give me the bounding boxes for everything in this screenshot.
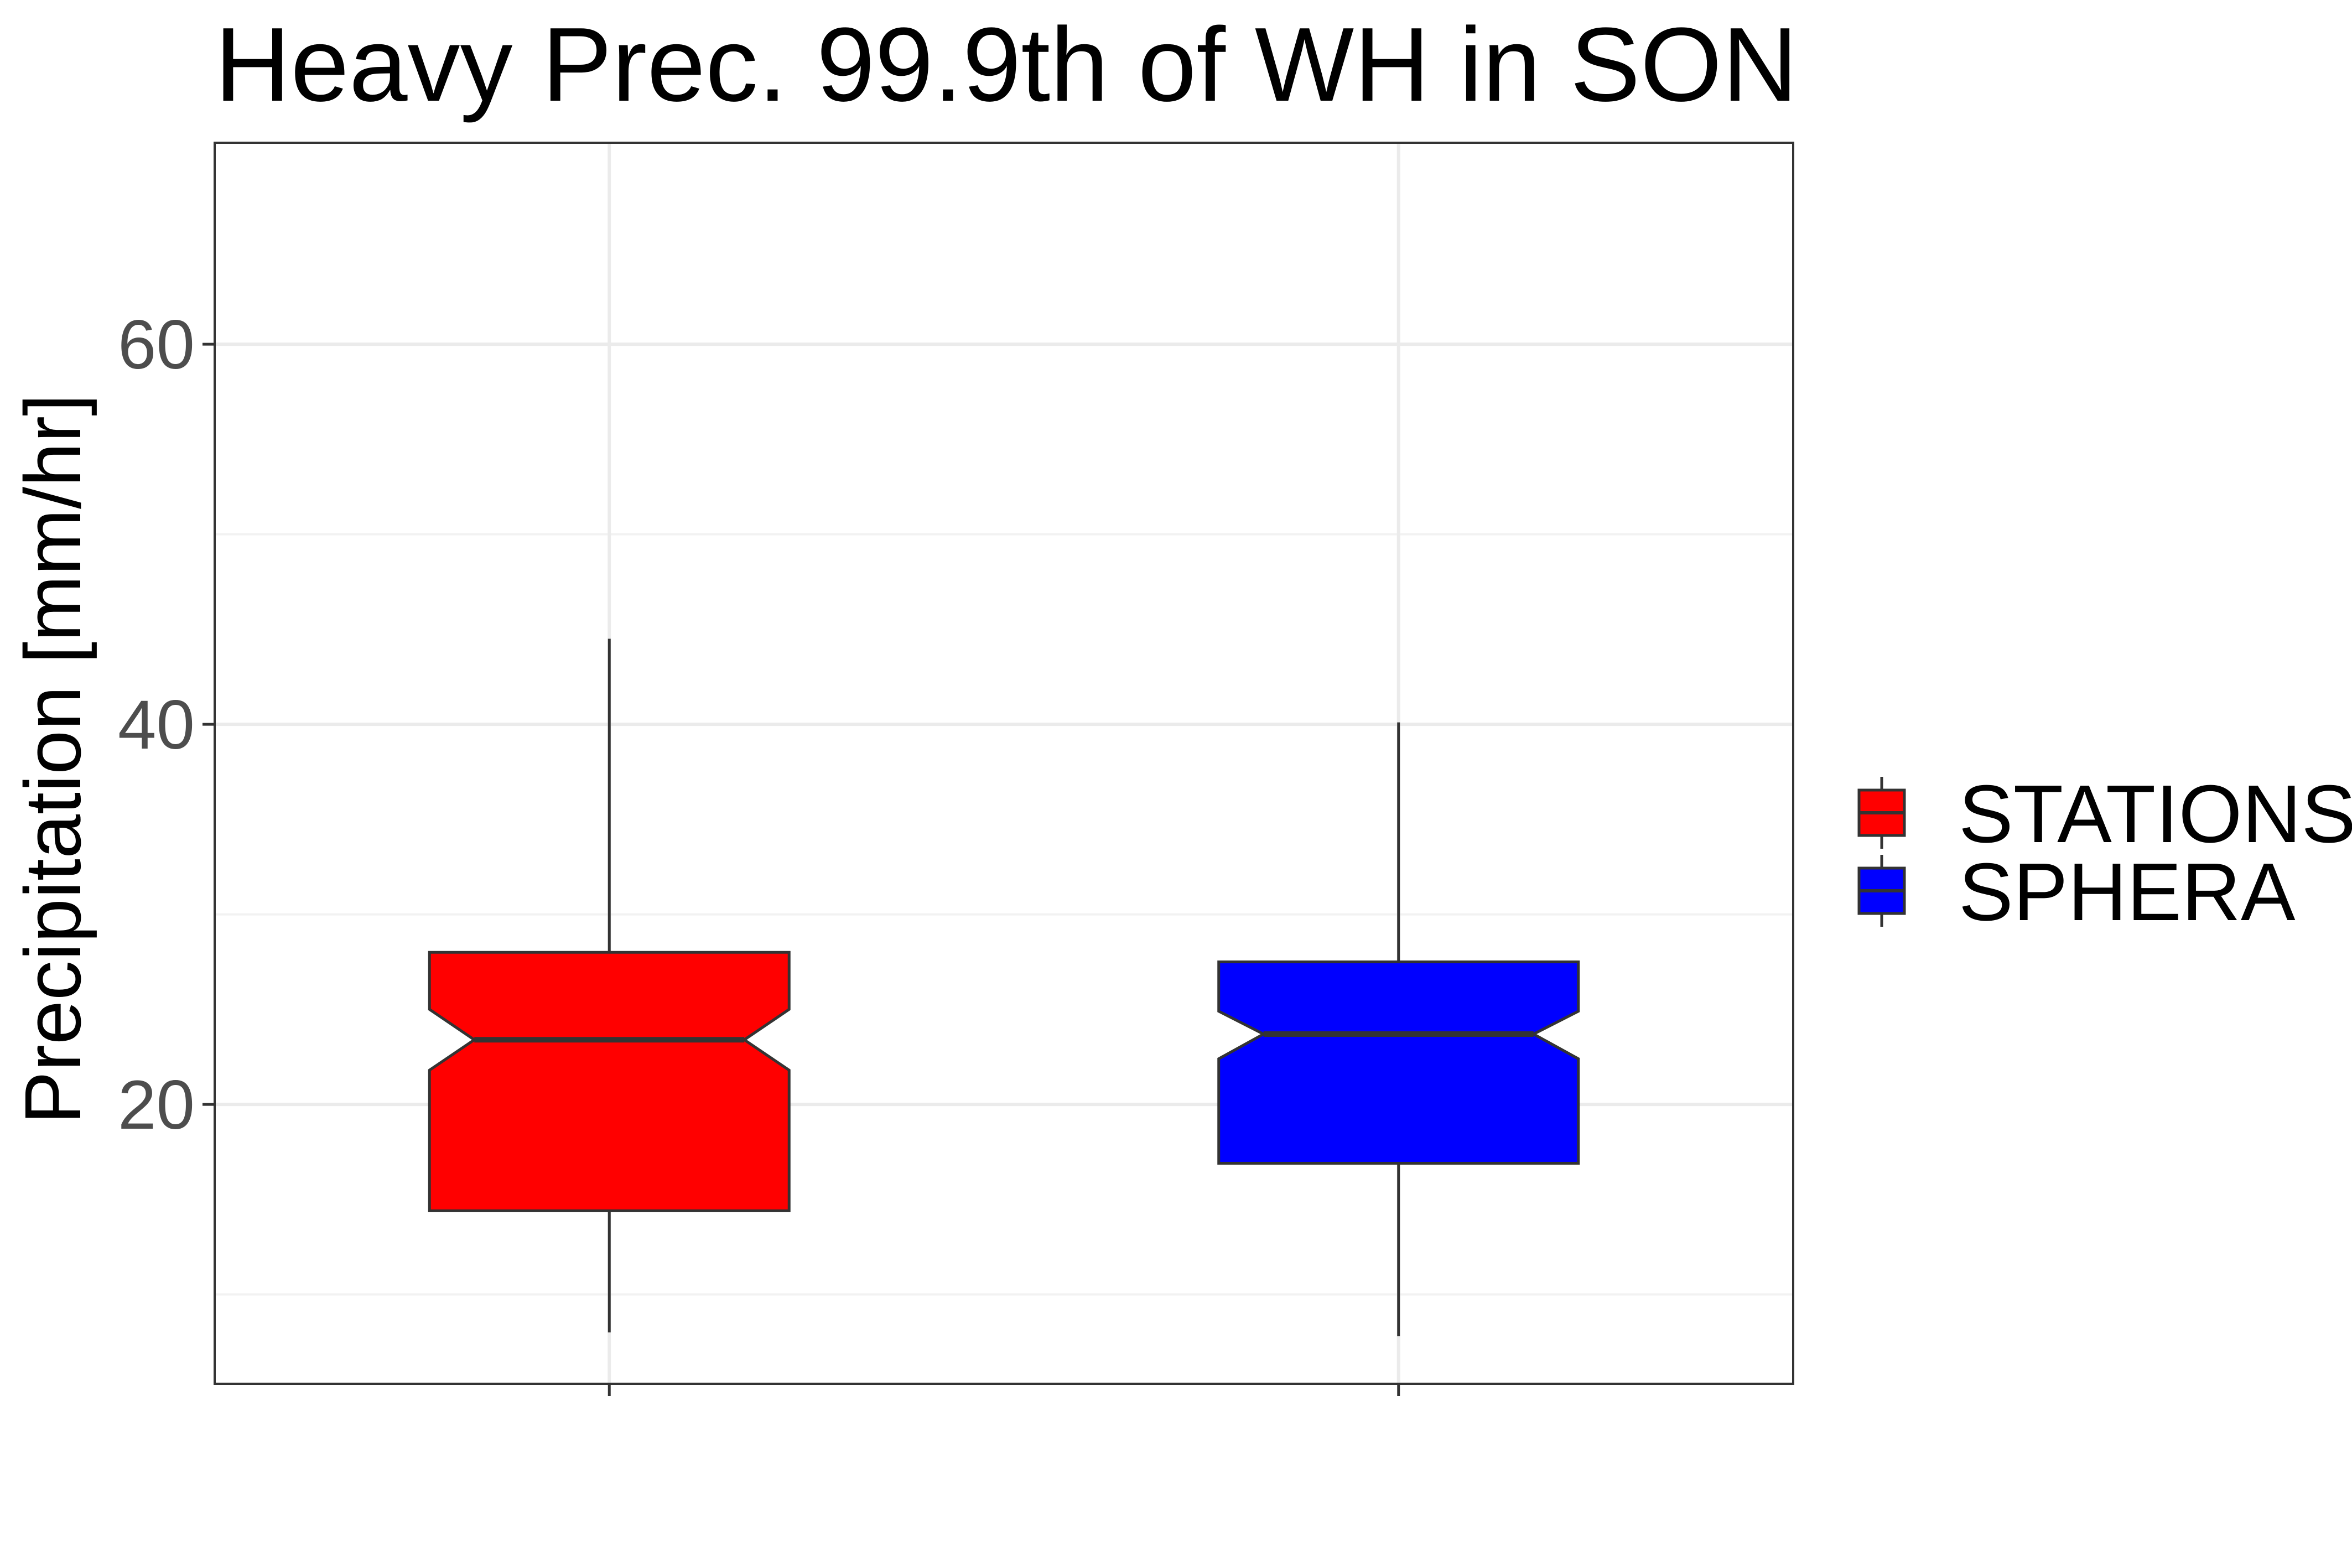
legend-label: SPHERA: [1959, 847, 2296, 938]
plot-panel-border: [214, 142, 1794, 1385]
boxplot-stations: [428, 638, 791, 1333]
y-tick-label: 60: [118, 307, 195, 383]
boxplots: [428, 638, 1580, 1337]
y-axis-label: Precipitation [mm/hr]: [8, 394, 97, 1124]
y-tick-label: 40: [118, 687, 195, 764]
legend-item-sphera: SPHERA: [1857, 847, 2296, 938]
legend-item-stations: STATIONS: [1857, 769, 2352, 860]
box: [428, 951, 791, 1212]
boxplot-sphera: [1217, 722, 1580, 1337]
y-tick-label: 20: [118, 1067, 195, 1144]
axes: 20 40 60: [118, 307, 1400, 1396]
legend-label: STATIONS: [1959, 769, 2352, 860]
chart-title: Heavy Prec. 99.9th of WH in SON: [215, 6, 1798, 123]
box: [1217, 960, 1580, 1165]
